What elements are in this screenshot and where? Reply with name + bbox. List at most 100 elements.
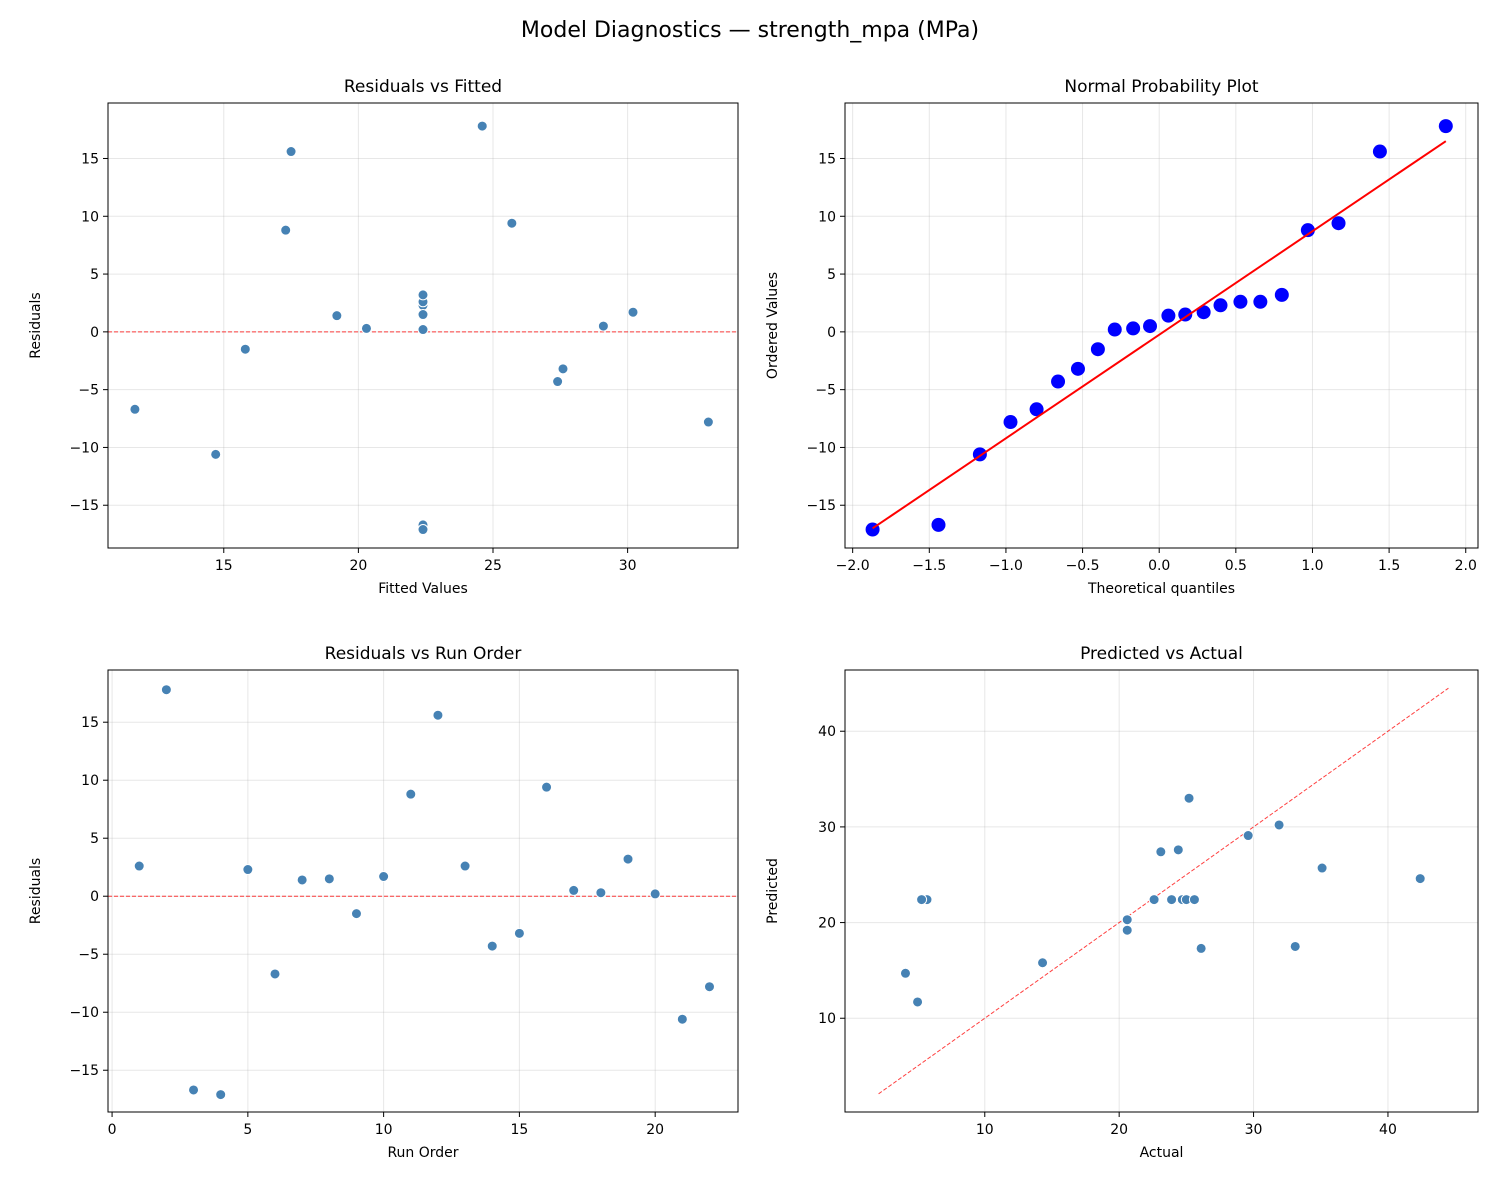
data-point <box>417 524 429 536</box>
x-tick-label: 20 <box>349 558 367 574</box>
data-point <box>331 310 343 322</box>
y-tick-label: −10 <box>69 1005 99 1021</box>
axes-frame <box>844 102 1479 549</box>
data-point <box>1183 792 1195 804</box>
y-tick-label: 10 <box>81 209 99 225</box>
x-tick-label: 0.5 <box>1225 558 1247 574</box>
x-tick-label: 40 <box>1379 1122 1397 1138</box>
data-point <box>1274 287 1289 302</box>
y-axis-label: Predicted <box>765 858 781 924</box>
data-point <box>595 887 607 899</box>
x-tick-label: 2.0 <box>1455 558 1477 574</box>
data-point <box>215 1089 227 1101</box>
x-tick-label: 0 <box>108 1122 117 1138</box>
data-point <box>1414 873 1426 885</box>
data-point <box>1037 957 1049 969</box>
data-point <box>1155 846 1167 858</box>
data-point <box>405 788 417 800</box>
y-tick-label: −5 <box>815 383 836 399</box>
data-point <box>242 864 254 876</box>
data-point <box>622 853 634 865</box>
y-tick-label: 15 <box>81 715 99 731</box>
y-tick-label: 40 <box>818 724 836 740</box>
data-point <box>133 860 145 872</box>
data-point <box>486 940 498 952</box>
data-point <box>459 860 471 872</box>
data-point <box>557 363 569 375</box>
data-point <box>513 927 525 939</box>
subplot-2: −2.0 −1.5 −1.0 −0.5 0.0 0.5 1.0 1.5 2.0 −15 −10 −5 0… <box>765 77 1479 597</box>
y-tick-label: 10 <box>818 209 836 225</box>
data-point <box>1121 914 1133 926</box>
data-point <box>360 322 372 334</box>
axes-frame <box>844 669 1479 1113</box>
y-tick-label: 5 <box>90 267 99 283</box>
subplot-title: Predicted vs Actual <box>1080 644 1243 664</box>
x-tick-label: 15 <box>215 558 233 574</box>
y-axis-label: Residuals <box>28 292 44 358</box>
data-point <box>1213 298 1228 313</box>
y-tick-label: −5 <box>78 383 99 399</box>
subplot-title: Residuals vs Run Order <box>325 644 522 664</box>
data-point <box>432 709 444 721</box>
y-tick-label: −5 <box>78 947 99 963</box>
y-tick-label: 15 <box>818 151 836 167</box>
y-tick-label: 0 <box>90 889 99 905</box>
data-point <box>285 146 297 158</box>
x-tick-label: −2.0 <box>836 558 870 574</box>
data-point <box>627 306 639 318</box>
x-axis-label: Run Order <box>387 1145 458 1161</box>
data-point <box>476 120 488 132</box>
data-point <box>912 996 924 1008</box>
figure-title: Model Diagnostics — strength_mpa (MPa) <box>520 18 980 43</box>
data-point <box>210 448 222 460</box>
data-point <box>188 1084 200 1096</box>
data-point <box>1121 924 1133 936</box>
x-axis-label: Actual <box>1140 1145 1184 1161</box>
data-point <box>1107 322 1122 337</box>
y-axis-label: Ordered Values <box>765 272 781 379</box>
data-point <box>296 874 308 886</box>
data-point <box>323 873 335 885</box>
data-point <box>506 217 518 229</box>
y-tick-label: −10 <box>806 440 836 456</box>
y-tick-label: −15 <box>69 498 99 514</box>
data-point <box>1126 321 1141 336</box>
x-tick-label: −1.5 <box>912 558 946 574</box>
data-point <box>1178 307 1193 322</box>
x-tick-label: −0.5 <box>1066 558 1100 574</box>
y-tick-label: −10 <box>69 440 99 456</box>
x-axis-label: Theoretical quantiles <box>1087 581 1235 597</box>
data-point <box>160 684 172 696</box>
data-point <box>1003 415 1018 430</box>
x-tick-label: 10 <box>375 1122 393 1138</box>
data-point <box>1161 308 1176 323</box>
y-tick-label: 30 <box>818 820 836 836</box>
data-point <box>269 968 281 980</box>
y-axis-label: Residuals <box>28 858 44 924</box>
data-point <box>1148 894 1160 906</box>
data-point <box>1242 830 1254 842</box>
data-point <box>1195 942 1207 954</box>
data-point <box>1070 361 1085 376</box>
data-point <box>568 884 580 896</box>
data-point <box>541 781 553 793</box>
identity-line <box>878 687 1449 1095</box>
data-point <box>1188 894 1200 906</box>
x-tick-label: 10 <box>976 1122 994 1138</box>
x-tick-label: 30 <box>1245 1122 1263 1138</box>
data-point <box>1172 844 1184 856</box>
x-tick-label: 20 <box>646 1122 664 1138</box>
data-point <box>417 289 429 301</box>
y-tick-label: 0 <box>827 325 836 341</box>
axes-frame <box>107 102 739 549</box>
data-point <box>239 343 251 355</box>
data-point <box>417 309 429 321</box>
y-tick-label: 10 <box>81 773 99 789</box>
data-point <box>676 1013 688 1025</box>
data-point <box>280 224 292 236</box>
data-point <box>1029 402 1044 417</box>
data-point <box>1196 305 1211 320</box>
y-tick-label: −15 <box>69 1063 99 1079</box>
